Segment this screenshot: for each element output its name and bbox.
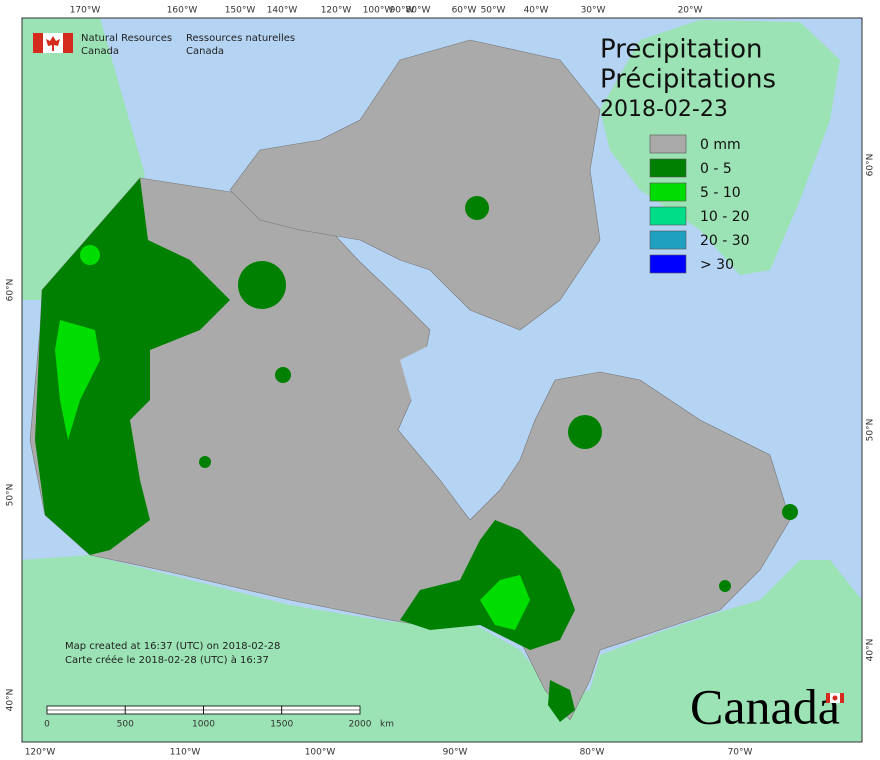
graticule-label: 60°N — [866, 154, 876, 177]
precip-west-5-10 — [55, 320, 100, 440]
scale-label: 500 — [117, 720, 134, 730]
graticule-label: 120°W — [25, 748, 56, 758]
graticule-label: 50°W — [481, 6, 506, 16]
org-fr: Ressources naturelles — [186, 33, 295, 44]
scale-label: 2000 — [349, 720, 372, 730]
wordmark: Canada — [690, 678, 840, 734]
legend-label: 20 - 30 — [700, 233, 750, 249]
legend-label: 0 - 5 — [700, 161, 732, 177]
greenland — [600, 20, 840, 275]
scale-label: 0 — [44, 720, 50, 730]
graticule-label: 170°W — [70, 6, 101, 16]
graticule-label: 100°W — [363, 6, 394, 16]
legend-label: 0 mm — [700, 137, 741, 153]
precip-newfoundland — [782, 504, 798, 520]
graticule-label: 50°N — [6, 484, 16, 507]
date: 2018-02-23 — [600, 97, 728, 122]
note: Carte créée le 2018-02-28 (UTC) à 16:37 — [65, 654, 269, 666]
legend-swatch — [649, 206, 687, 226]
graticule-label: 80°W — [580, 748, 605, 758]
wordmark-flag — [826, 693, 844, 703]
graticule-label: 40°W — [524, 6, 549, 16]
graticule-label: 160°W — [167, 6, 198, 16]
precip-arctic — [465, 196, 489, 220]
scale-label: 1000 — [192, 720, 215, 730]
graticule-label: 100°W — [305, 748, 336, 758]
legend-swatch — [649, 230, 687, 250]
graticule-label: 80°W — [406, 6, 431, 16]
scale-unit: km — [380, 720, 394, 730]
graticule-label: 50°N — [866, 419, 876, 442]
precip-spot — [719, 580, 731, 592]
note: Map created at 16:37 (UTC) on 2018-02-28 — [65, 641, 280, 652]
arctic-islands — [229, 39, 601, 331]
flag — [33, 33, 73, 53]
graticule-label: 40°N — [6, 689, 16, 712]
title: Precipitation — [600, 35, 763, 65]
precip-ontario — [400, 520, 575, 650]
legend-label: > 30 — [700, 257, 734, 273]
graticule-label: 40°N — [866, 639, 876, 662]
hudson-bay — [400, 340, 520, 475]
graticule-label: 110°W — [170, 748, 201, 758]
legend-swatch — [649, 134, 687, 154]
title: Précipitations — [600, 65, 776, 95]
precip-alaska — [80, 245, 100, 265]
frame — [21, 17, 863, 743]
legend-label: 10 - 20 — [700, 209, 750, 225]
graticule-label: 120°W — [321, 6, 352, 16]
graticule-label: 150°W — [225, 6, 256, 16]
precip-ontario-5-10 — [480, 575, 530, 630]
precip-north — [238, 261, 286, 309]
graticule-label: 60°W — [452, 6, 477, 16]
precip-quebec — [568, 415, 602, 449]
legend-swatch — [649, 158, 687, 178]
alaska — [22, 18, 145, 300]
precip-spot — [275, 367, 291, 383]
graticule-label: 70°W — [728, 748, 753, 758]
legend-swatch — [649, 254, 687, 274]
graticule-label: 140°W — [267, 6, 298, 16]
org-en: Canada — [81, 46, 119, 57]
legend-label: 5 - 10 — [700, 185, 741, 201]
precip-south-ontario — [548, 680, 575, 722]
scale-label: 1500 — [270, 720, 293, 730]
precip-spot — [199, 456, 211, 468]
graticule-label: 60°N — [6, 279, 16, 302]
usa — [22, 555, 862, 742]
graticule-label: 90°W — [443, 748, 468, 758]
graticule-label: 90°W — [390, 6, 415, 16]
precip-west — [35, 178, 230, 555]
graticule-label: 30°W — [581, 6, 606, 16]
org-fr: Canada — [186, 46, 224, 57]
legend-swatch — [649, 182, 687, 202]
graticule-label: 20°W — [678, 6, 703, 16]
org-en: Natural Resources — [81, 33, 172, 44]
